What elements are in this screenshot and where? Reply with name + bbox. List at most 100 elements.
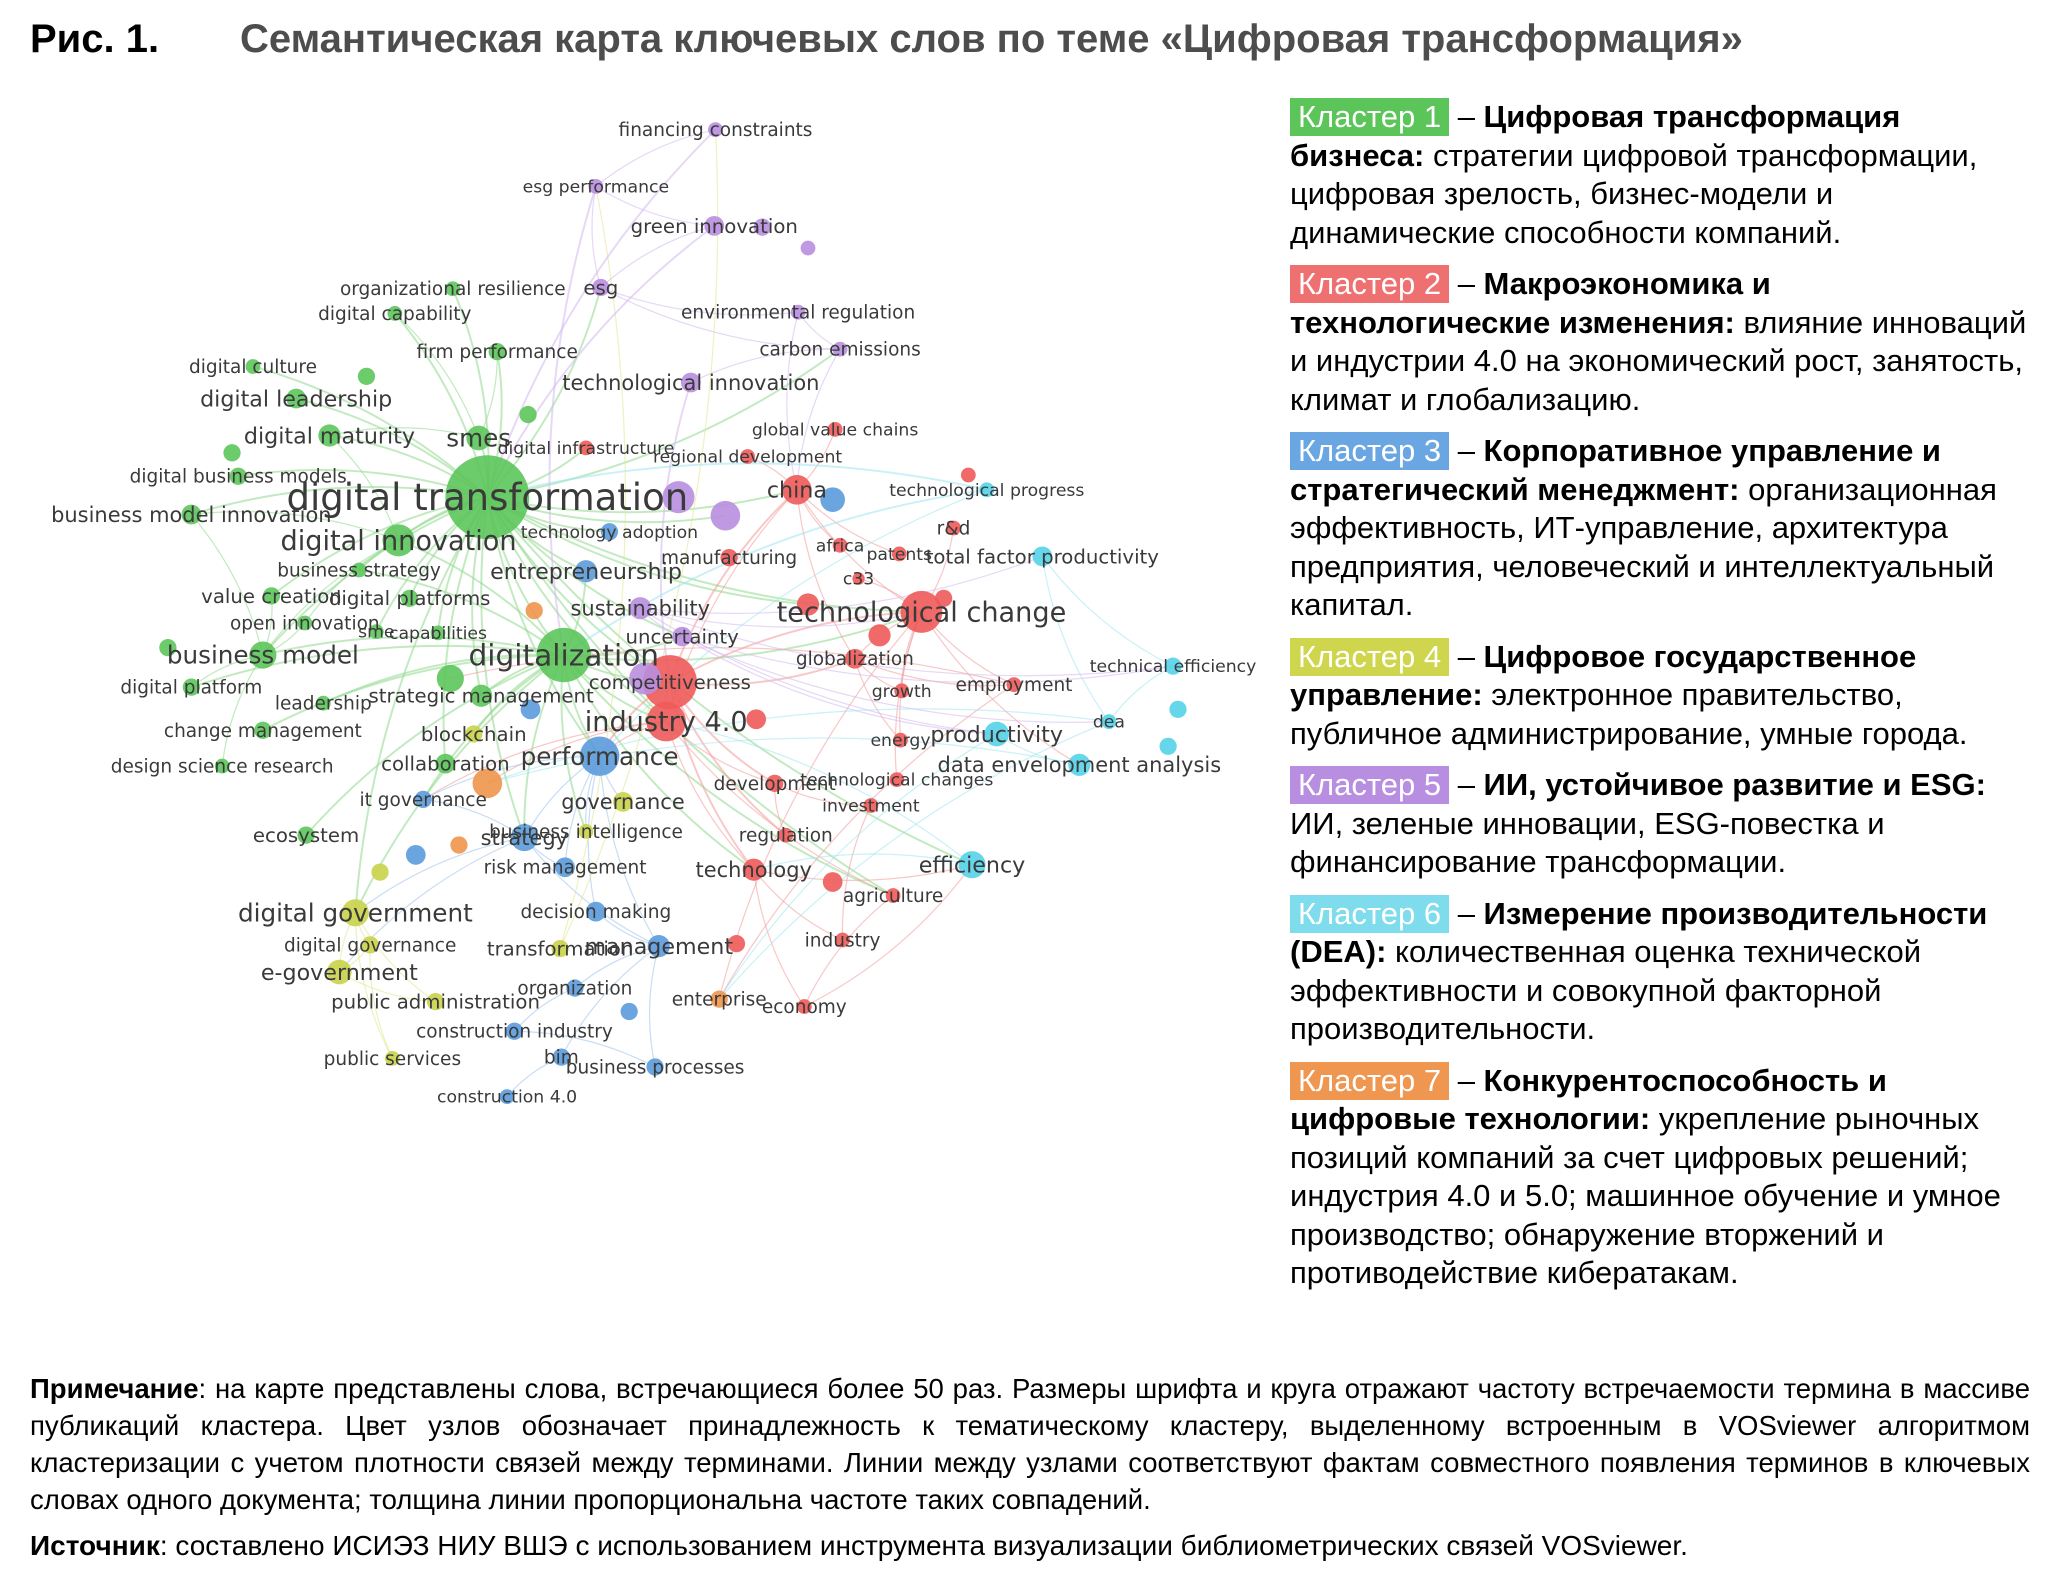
network-edge [338,837,525,973]
keyword-node [499,1089,515,1104]
keyword-label: leadership [275,694,372,715]
network-svg: digital transformation digitalization digi… [51,120,1256,1108]
network-edge [640,607,922,628]
network-edge [394,312,480,439]
keyword-node [181,504,202,525]
network-edge [548,186,597,656]
network-edge [753,864,973,882]
keyword-node [822,872,843,892]
keyword-node [223,444,241,462]
keyword-node [710,500,741,531]
keyword-label: technological innovation [562,371,819,395]
network-edge [514,1030,656,1068]
cluster-heading: Измерение производительности (DEA): [1290,895,1988,970]
keyword-node [796,999,812,1014]
keyword-node [536,627,591,683]
node-layer [159,122,1187,1104]
keyword-label: performance [521,742,679,771]
network-edge [191,644,564,689]
keyword-node [159,639,177,657]
cluster-heading: Корпоративное управление и стратегически… [1290,433,1941,507]
keyword-node [466,425,492,451]
keyword-node [979,482,995,498]
keyword-node [361,936,379,954]
network-edge [559,186,627,949]
cluster-legend: Кластер 1 – Цифровая трансформация бизне… [1290,98,2035,1306]
network-edge [665,721,894,897]
figure-title: Рис. 1. Семантическая карта ключевых слов… [30,14,1743,64]
keyword-node [430,625,446,641]
keyword-node [893,732,908,748]
cluster-badge: Кластер 1 [1290,98,1450,136]
network-edge [559,129,719,949]
keyword-label: business intelligence [489,822,683,843]
keyword-label: strategy [481,826,568,850]
network-edge [486,496,809,606]
network-edge [486,496,922,613]
keyword-node [894,683,910,699]
keyword-node [229,467,247,485]
keyword-label: digital platform [120,678,262,699]
keyword-label: ecosystem [253,824,359,847]
network-edge [718,721,1110,1000]
keyword-node [297,826,315,844]
network-edge [563,654,894,897]
network-edge [841,805,872,940]
network-edge [487,737,1080,784]
keyword-node [680,372,701,393]
keyword-node [790,304,806,320]
network-edge [648,945,660,1068]
keyword-node [704,216,725,236]
network-edge [640,555,1043,614]
network-edge [369,944,393,1059]
cluster-separator: – [1449,99,1484,134]
keyword-node [586,901,606,922]
keyword-node [1006,677,1022,693]
keyword-label: digital infrastructure [498,439,675,459]
keyword-label: environmental regulation [681,303,915,324]
keyword-node [450,836,468,854]
network-edge [563,488,987,656]
network-edge [668,489,798,683]
keyword-label: green innovation [631,215,798,238]
keyword-node [254,721,272,739]
keyword-node [1068,753,1091,776]
keyword-label: technological changes [800,771,993,791]
keyword-node [470,684,493,707]
keyword-label: regulation [739,826,833,847]
keyword-node [766,774,784,792]
cluster-description: влияние инноваций и индустрии 4.0 на эко… [1290,304,2027,417]
cluster-description: ИИ, зеленые инновации, ESG-повестка и фи… [1290,805,1885,880]
cluster-separator: – [1449,433,1484,468]
cluster-item-6: Кластер 6 – Измерение производительности… [1290,894,2035,1049]
keyword-node [891,546,907,562]
keyword-label: total factor productivity [926,545,1160,568]
keyword-node [520,699,541,720]
keyword-node [710,990,728,1008]
keyword-label: strategic management [369,685,595,708]
keyword-node [368,624,384,640]
keyword-node [401,589,419,607]
keyword-node [371,863,389,881]
keyword-node [845,648,865,669]
keyword-label: development [714,774,836,795]
keyword-label: digital leadership [200,386,392,412]
keyword-node [341,899,369,927]
keyword-node [900,590,943,633]
keyword-node [672,626,693,647]
network-edge [305,654,565,836]
keyword-node [286,388,307,409]
keyword-label: collaboration [381,753,510,776]
keyword-node [472,768,503,799]
network-edge [354,912,436,1003]
keyword-label: public services [324,1049,461,1070]
network-edge [796,489,922,613]
cluster-description: количественная оценка технической эффект… [1290,934,1922,1046]
keyword-node [382,524,415,557]
keyword-label: business model innovation [51,503,331,527]
keyword-node [327,959,352,985]
keyword-label: employment [955,675,1072,696]
network-edge [1108,665,1174,723]
keyword-node [820,487,845,512]
keyword-node [742,858,765,881]
